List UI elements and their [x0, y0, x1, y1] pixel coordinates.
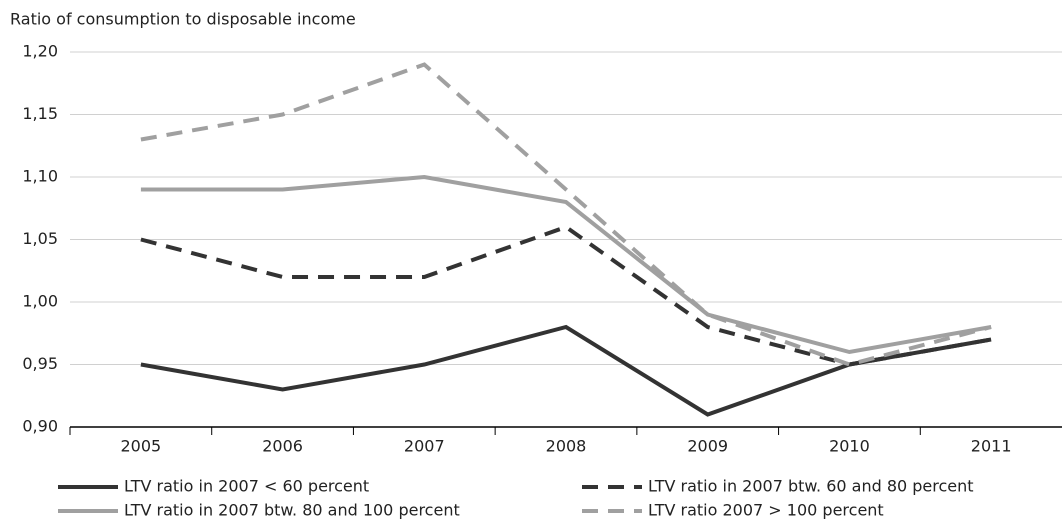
- series-line: [140, 224, 992, 367]
- legend-label: LTV ratio in 2007 btw. 80 and 100 percen…: [124, 501, 460, 520]
- x-tick-label: 2011: [971, 437, 1012, 456]
- x-tick-label: 2007: [404, 437, 445, 456]
- y-tick-label: 0,95: [22, 354, 58, 373]
- y-tick-label: 1,05: [22, 229, 58, 248]
- x-tick-label: 2008: [546, 437, 587, 456]
- legend-label: LTV ratio in 2007 < 60 percent: [124, 477, 369, 496]
- y-axis-label: Ratio of consumption to disposable incom…: [10, 10, 356, 29]
- series-line: [140, 174, 992, 355]
- series-line: [140, 62, 992, 367]
- series-line: [140, 324, 992, 417]
- y-tick-label: 0,90: [22, 417, 58, 436]
- x-tick-label: 2006: [262, 437, 303, 456]
- legend-label: LTV ratio 2007 > 100 percent: [648, 501, 884, 520]
- x-tick-label: 2010: [829, 437, 870, 456]
- y-tick-label: 1,15: [22, 104, 58, 123]
- legend-label: LTV ratio in 2007 btw. 60 and 80 percent: [648, 477, 974, 496]
- x-tick-label: 2009: [687, 437, 728, 456]
- y-tick-label: 1,00: [22, 292, 58, 311]
- x-tick-label: 2005: [120, 437, 161, 456]
- y-tick-label: 1,10: [22, 167, 58, 186]
- y-tick-label: 1,20: [22, 42, 58, 61]
